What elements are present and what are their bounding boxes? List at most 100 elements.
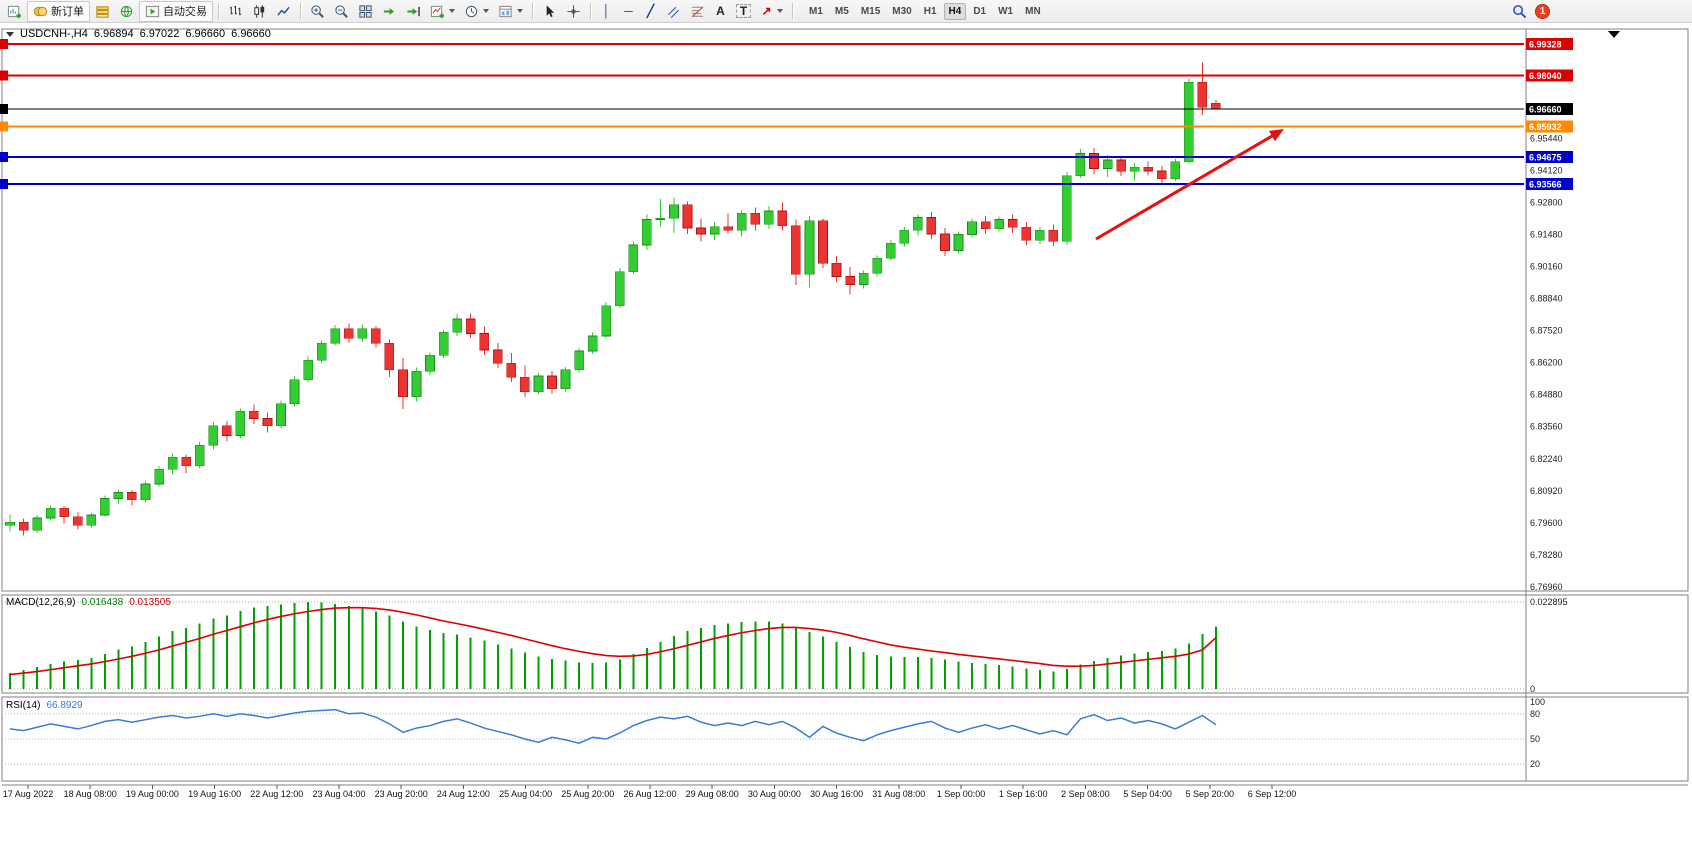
trend-arrow-annotation[interactable] <box>1095 129 1284 241</box>
price-line-6.95932[interactable]: 6.95932 <box>0 120 1573 133</box>
toolbar-separator <box>532 3 533 19</box>
text-tool-button[interactable]: A <box>710 1 731 22</box>
svg-text:6.79600: 6.79600 <box>1530 518 1563 528</box>
rsi-value: 66.8929 <box>46 700 83 711</box>
zoom-out-button[interactable] <box>330 1 353 22</box>
notifications-badge[interactable]: 1 <box>1535 4 1550 19</box>
timeframe-MN[interactable]: MN <box>1025 5 1041 17</box>
symbol-period-label: USDCNH-,H4 <box>20 28 88 40</box>
macd-signal-line[interactable] <box>9 606 1217 676</box>
vertical-line-tool-button[interactable]: │ <box>596 1 617 22</box>
price-line-6.94675[interactable]: 6.94675 <box>0 151 1573 164</box>
new-order-button[interactable]: 新订单 <box>27 0 90 22</box>
svg-text:6.95932: 6.95932 <box>1529 122 1562 132</box>
one-click-trading-toggle-icon[interactable] <box>6 31 14 37</box>
rsi-name: RSI(14) <box>6 700 41 711</box>
svg-text:6.99328: 6.99328 <box>1529 40 1562 50</box>
trendline-tool-button[interactable]: ╱ <box>640 1 661 22</box>
auto-scroll-button[interactable] <box>378 1 401 22</box>
arrows-tool-button[interactable]: ↗ <box>756 1 787 22</box>
fibonacci-tool-button[interactable] <box>686 1 709 22</box>
main-toolbar: 新订单 自动交易 <box>0 0 1692 23</box>
chart-profiles-button[interactable] <box>91 1 114 22</box>
quote-open: 6.96894 <box>93 28 134 40</box>
bar-chart-mode-button[interactable] <box>224 1 247 22</box>
svg-text:1 Sep 00:00: 1 Sep 00:00 <box>937 789 986 799</box>
timeframe-H4[interactable]: H4 <box>943 2 967 20</box>
timeframe-M15[interactable]: M15 <box>860 5 881 17</box>
tile-windows-button[interactable] <box>354 1 377 22</box>
toolbar-right-tools: 1 <box>1512 0 1550 23</box>
caret-down-icon <box>517 9 523 13</box>
svg-text:25 Aug 04:00: 25 Aug 04:00 <box>499 789 552 799</box>
svg-text:6.94120: 6.94120 <box>1530 165 1563 175</box>
periods-button[interactable] <box>460 1 493 22</box>
label-tool-button[interactable]: T <box>732 1 755 22</box>
svg-text:17 Aug 2022: 17 Aug 2022 <box>3 789 54 799</box>
templates-button[interactable] <box>494 1 527 22</box>
macd-signal-value: 0.013505 <box>129 597 171 608</box>
timeframe-H1[interactable]: H1 <box>923 5 937 17</box>
rsi-line[interactable] <box>9 708 1217 744</box>
svg-text:2 Sep 08:00: 2 Sep 08:00 <box>1061 789 1110 799</box>
search-icon[interactable] <box>1512 4 1527 19</box>
macd-histogram[interactable] <box>9 601 1217 689</box>
svg-text:80: 80 <box>1530 709 1540 719</box>
timeframe-D1[interactable]: D1 <box>973 5 987 17</box>
timeframe-M1[interactable]: M1 <box>809 5 823 17</box>
new-chart-button[interactable] <box>3 1 26 22</box>
svg-text:6.90160: 6.90160 <box>1530 262 1563 272</box>
svg-text:6.82240: 6.82240 <box>1530 454 1563 464</box>
new-order-icon <box>33 4 48 19</box>
svg-text:29 Aug 08:00: 29 Aug 08:00 <box>686 789 739 799</box>
crosshair-icon <box>567 4 580 18</box>
macd-main-value: 0.016438 <box>81 597 124 608</box>
svg-text:6.95440: 6.95440 <box>1530 133 1563 143</box>
candlestick-icon <box>252 4 265 19</box>
channel-tool-button[interactable] <box>662 1 685 22</box>
auto-trading-label: 自动交易 <box>163 6 207 18</box>
community-button[interactable] <box>115 1 138 22</box>
svg-text:19 Aug 16:00: 19 Aug 16:00 <box>188 789 241 799</box>
indicators-button[interactable] <box>426 1 459 22</box>
svg-text:19 Aug 00:00: 19 Aug 00:00 <box>126 789 179 799</box>
macd-panel[interactable] <box>1 594 1689 694</box>
candlestick-series[interactable] <box>5 62 1221 536</box>
price-line-6.98040[interactable]: 6.98040 <box>0 69 1573 82</box>
svg-text:5 Sep 20:00: 5 Sep 20:00 <box>1186 789 1235 799</box>
price-line-6.96660[interactable]: 6.96660 <box>0 102 1573 115</box>
auto-trading-button[interactable]: 自动交易 <box>139 0 213 22</box>
cursor-icon <box>546 4 555 17</box>
line-chart-mode-button[interactable] <box>272 1 295 22</box>
auto-scroll-icon <box>382 7 395 15</box>
svg-text:5 Sep 04:00: 5 Sep 04:00 <box>1123 789 1172 799</box>
label-tool-icon: T <box>736 4 751 18</box>
price-scale[interactable]: 6.76960 6.78280 6.79600 6.80920 6.82240 6.835… <box>1530 133 1568 769</box>
channel-icon <box>666 4 681 19</box>
price-line-6.93566[interactable]: 6.93566 <box>0 177 1573 190</box>
price-line-6.99328[interactable]: 6.99328 <box>0 38 1573 51</box>
chart-shift-marker[interactable] <box>1608 31 1620 38</box>
chart-canvas[interactable]: 6.76960 6.78280 6.79600 6.80920 6.82240 6.835… <box>0 23 1692 813</box>
timeframe-M30[interactable]: M30 <box>892 5 912 17</box>
svg-text:6.96660: 6.96660 <box>1529 104 1562 114</box>
candlestick-mode-button[interactable] <box>248 1 271 22</box>
timeframe-M5[interactable]: M5 <box>834 5 849 17</box>
svg-text:30 Aug 00:00: 30 Aug 00:00 <box>748 789 801 799</box>
macd-name: MACD(12,26,9) <box>6 597 76 608</box>
horizontal-line-tool-button[interactable]: ─ <box>618 1 639 22</box>
svg-text:6.76960: 6.76960 <box>1530 582 1563 592</box>
svg-text:0: 0 <box>1530 684 1535 694</box>
cursor-tool-button[interactable] <box>538 1 561 22</box>
crosshair-tool-button[interactable] <box>562 1 585 22</box>
new-order-label: 新订单 <box>51 6 84 18</box>
chart-shift-button[interactable] <box>402 1 425 22</box>
toolbar-separator <box>590 3 591 19</box>
timeframe-W1[interactable]: W1 <box>998 5 1014 17</box>
trendline-icon: ╱ <box>646 3 655 18</box>
price-panel[interactable] <box>1 28 1689 592</box>
svg-text:6.78280: 6.78280 <box>1530 550 1563 560</box>
zoom-in-button[interactable] <box>306 1 329 22</box>
svg-text:6.92800: 6.92800 <box>1530 198 1563 208</box>
time-scale[interactable]: 17 Aug 2022 18 Aug 08:00 19 Aug 00:00 19 Au… <box>2 784 1688 799</box>
